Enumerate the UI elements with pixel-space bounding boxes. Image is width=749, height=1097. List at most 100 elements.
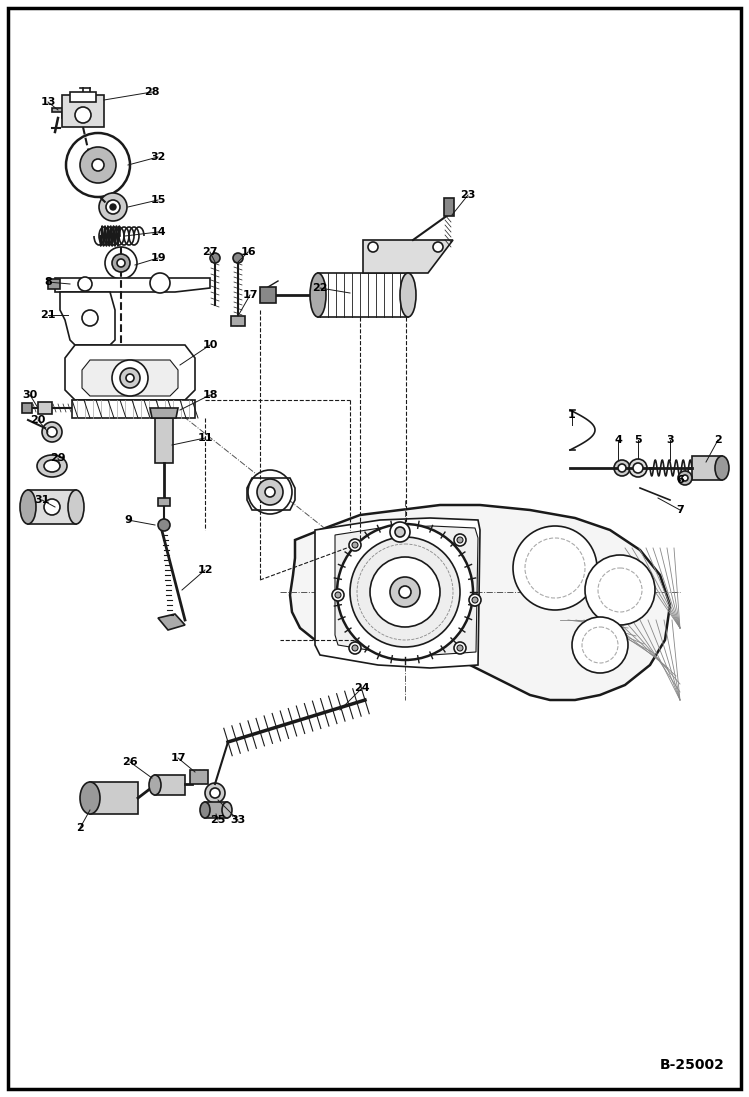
Circle shape bbox=[110, 204, 116, 210]
Circle shape bbox=[349, 642, 361, 654]
Ellipse shape bbox=[310, 273, 326, 317]
Text: 9: 9 bbox=[124, 514, 132, 525]
Bar bbox=[318, 273, 408, 317]
Bar bbox=[28, 490, 76, 524]
Bar bbox=[22, 403, 32, 412]
Polygon shape bbox=[72, 400, 195, 418]
Text: 19: 19 bbox=[151, 253, 166, 263]
Circle shape bbox=[513, 525, 597, 610]
Circle shape bbox=[678, 471, 692, 485]
Circle shape bbox=[120, 367, 140, 388]
Circle shape bbox=[105, 247, 137, 279]
Bar bbox=[70, 92, 96, 102]
Circle shape bbox=[585, 555, 655, 625]
Ellipse shape bbox=[400, 273, 416, 317]
Text: 10: 10 bbox=[202, 340, 218, 350]
Circle shape bbox=[390, 577, 420, 607]
Bar bbox=[260, 287, 276, 303]
Ellipse shape bbox=[715, 456, 729, 480]
Polygon shape bbox=[363, 240, 453, 273]
Bar bbox=[48, 279, 60, 289]
Circle shape bbox=[472, 597, 478, 603]
Text: 17: 17 bbox=[170, 753, 186, 764]
Text: 30: 30 bbox=[22, 391, 37, 400]
Text: 2: 2 bbox=[714, 436, 722, 445]
Text: 7: 7 bbox=[676, 505, 684, 514]
Circle shape bbox=[370, 557, 440, 627]
Circle shape bbox=[433, 242, 443, 252]
Circle shape bbox=[106, 200, 120, 214]
Circle shape bbox=[629, 459, 647, 477]
Bar bbox=[62, 95, 104, 127]
Ellipse shape bbox=[44, 460, 60, 472]
Polygon shape bbox=[150, 408, 178, 418]
Circle shape bbox=[150, 273, 170, 293]
Text: B-25002: B-25002 bbox=[660, 1058, 725, 1072]
Text: 24: 24 bbox=[354, 683, 370, 693]
Circle shape bbox=[99, 193, 127, 220]
Polygon shape bbox=[158, 614, 185, 630]
Circle shape bbox=[399, 586, 411, 598]
Circle shape bbox=[368, 242, 378, 252]
Circle shape bbox=[75, 108, 91, 123]
Text: 14: 14 bbox=[151, 227, 166, 237]
Circle shape bbox=[572, 617, 628, 672]
Polygon shape bbox=[290, 505, 670, 700]
Circle shape bbox=[210, 253, 220, 263]
Bar bbox=[444, 197, 454, 216]
Circle shape bbox=[618, 464, 626, 472]
Circle shape bbox=[335, 592, 341, 598]
Circle shape bbox=[233, 253, 243, 263]
Text: 31: 31 bbox=[34, 495, 49, 505]
Text: 29: 29 bbox=[50, 453, 66, 463]
Bar bbox=[155, 418, 173, 463]
Circle shape bbox=[395, 527, 405, 538]
Text: 28: 28 bbox=[145, 87, 160, 97]
Circle shape bbox=[469, 593, 481, 606]
Bar bbox=[158, 498, 170, 506]
Text: 11: 11 bbox=[197, 433, 213, 443]
Circle shape bbox=[265, 487, 275, 497]
Ellipse shape bbox=[37, 455, 67, 477]
Circle shape bbox=[248, 470, 292, 514]
Circle shape bbox=[350, 538, 460, 647]
Circle shape bbox=[454, 534, 466, 546]
Text: 25: 25 bbox=[210, 815, 225, 825]
Ellipse shape bbox=[68, 490, 84, 524]
Ellipse shape bbox=[222, 802, 232, 818]
Polygon shape bbox=[65, 344, 195, 400]
Polygon shape bbox=[315, 518, 480, 668]
Polygon shape bbox=[82, 360, 178, 396]
Circle shape bbox=[205, 783, 225, 803]
Circle shape bbox=[457, 538, 463, 543]
Circle shape bbox=[117, 259, 125, 267]
Polygon shape bbox=[55, 278, 210, 292]
Text: 3: 3 bbox=[666, 436, 674, 445]
Text: 17: 17 bbox=[242, 290, 258, 299]
Circle shape bbox=[210, 788, 220, 798]
Bar bbox=[155, 774, 185, 795]
Ellipse shape bbox=[20, 490, 36, 524]
Text: 15: 15 bbox=[151, 195, 166, 205]
Text: 2: 2 bbox=[76, 823, 84, 833]
Text: 16: 16 bbox=[240, 247, 256, 257]
Text: 13: 13 bbox=[40, 97, 55, 108]
Circle shape bbox=[158, 519, 170, 531]
Ellipse shape bbox=[200, 802, 210, 818]
Circle shape bbox=[80, 147, 116, 183]
Text: 12: 12 bbox=[197, 565, 213, 575]
Bar bbox=[90, 782, 138, 814]
Bar bbox=[190, 770, 208, 784]
Circle shape bbox=[349, 539, 361, 551]
Text: 23: 23 bbox=[461, 190, 476, 200]
Text: 32: 32 bbox=[151, 152, 166, 162]
Ellipse shape bbox=[80, 782, 100, 814]
Circle shape bbox=[44, 499, 60, 514]
Text: 33: 33 bbox=[231, 815, 246, 825]
Circle shape bbox=[112, 360, 148, 396]
Text: 26: 26 bbox=[122, 757, 138, 767]
Circle shape bbox=[390, 522, 410, 542]
Text: 20: 20 bbox=[30, 415, 46, 425]
Circle shape bbox=[682, 475, 688, 480]
Circle shape bbox=[112, 255, 130, 272]
